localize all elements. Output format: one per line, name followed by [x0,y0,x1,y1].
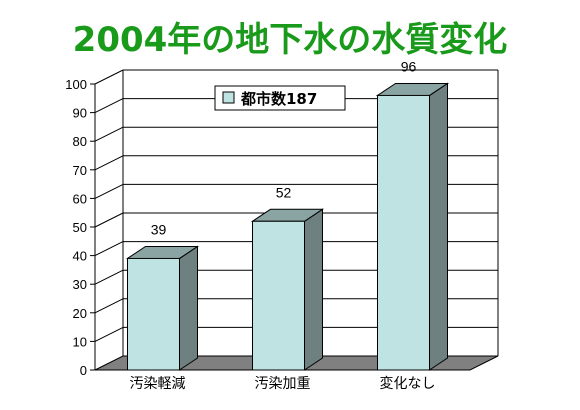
y-tick-label: 60 [73,191,87,206]
legend: 都市数187 [214,85,346,111]
y-tick-label: 0 [80,363,87,378]
bar-side [304,208,323,371]
gridline-side [94,269,124,285]
data-label: 39 [151,221,167,237]
gridline-side [94,98,124,114]
legend-label: 都市数187 [240,90,317,108]
data-label: 96 [401,58,417,74]
bar [252,220,305,371]
bar-side [179,245,198,371]
x-tick-label: 汚染軽減 [130,375,186,392]
bar [377,94,430,371]
data-label: 52 [276,184,292,200]
y-tick-label: 40 [73,249,87,264]
y-tick-label: 90 [73,106,87,121]
y-tick-label: 10 [73,334,87,349]
y-tick-label: 50 [73,220,87,235]
y-tick-label: 70 [73,163,87,178]
bars [125,82,450,371]
x-tick-label: 変化なし [380,375,436,392]
y-tick-label: 100 [65,77,87,92]
gridline-side [94,183,124,199]
gridline-side [94,298,124,314]
gridline-side [94,241,124,257]
chart-title: 2004年の地下水の水質変化 [72,20,508,60]
gridline-side [94,126,124,142]
y-tick-label: 80 [73,134,87,149]
gridline-side [94,155,124,171]
x-tick-label: 汚染加重 [255,376,311,392]
legend-swatch [222,91,235,104]
bar [127,257,180,371]
gridline-side [94,212,124,228]
y-tick-label: 30 [73,277,87,292]
gridline-side [94,326,124,342]
y-tick-label: 20 [73,306,87,321]
legend-box [214,85,346,111]
labels: 39 汚染軽減 52 汚染加重 96 変化なし [130,58,436,392]
gridline-side [94,69,124,85]
bar-side [429,82,448,371]
